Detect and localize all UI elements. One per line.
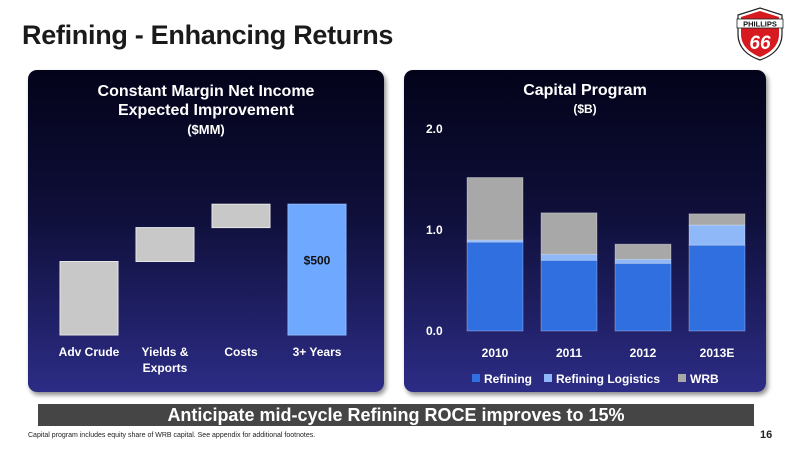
bar-refining-logistics-2013e	[688, 224, 746, 246]
bar-refining-2011	[540, 259, 598, 332]
bar-wrb-2010	[466, 177, 524, 241]
roce-banner: Anticipate mid-cycle Refining ROCE impro…	[38, 404, 754, 426]
category-label-2: 2012	[630, 346, 657, 360]
waterfall-category-label-2: Costs	[224, 345, 258, 359]
waterfall-bar-3	[287, 203, 347, 336]
bar-refining-2012	[614, 262, 672, 332]
capital-program-chart-title: Capital Program	[523, 82, 647, 99]
waterfall-bar-2	[211, 203, 271, 229]
bar-refining-logistics-2011	[540, 253, 598, 261]
waterfall-data-label: $500	[304, 253, 331, 267]
waterfall-bar-0	[59, 261, 119, 336]
logo-number-text: 66	[749, 33, 771, 54]
y-tick-label-2: 2.0	[426, 122, 443, 136]
category-label-1: 2011	[556, 346, 582, 360]
phillips-66-shield-logo: PHILLIPS 66	[736, 7, 784, 61]
bar-wrb-2011	[540, 212, 598, 255]
capital-program-stacked-chart: 0.0 1.0 2.0 2010 2011 2012 2013E Refining Refini…	[426, 122, 746, 386]
legend-swatch-2	[678, 374, 686, 382]
net-income-chart-unit: ($MM)	[187, 122, 225, 137]
net-income-chart-title: Constant Margin Net Income Expected Impr…	[97, 83, 315, 119]
waterfall-category-label-3: 3+ Years	[293, 345, 342, 359]
legend-label-1: Refining Logistics	[556, 372, 660, 386]
net-income-waterfall-chart: Adv Crude Yields & Exports Costs $500 3+ Year…	[59, 203, 347, 375]
legend-swatch-1	[544, 374, 552, 382]
bar-refining-2013e	[688, 244, 746, 332]
bar-wrb-2013e	[688, 213, 746, 226]
waterfall-bar-1	[135, 227, 195, 263]
capital-program-chart-panel: Capital Program ($B) 0.0 1.0 2.0 2010 2011 20…	[404, 70, 766, 392]
bar-refining-2010	[466, 241, 524, 332]
bar-wrb-2012	[614, 243, 672, 260]
footnote: Capital program includes equity share of…	[28, 432, 316, 439]
legend-swatch-0	[472, 374, 480, 382]
capital-program-chart-unit: ($B)	[573, 102, 597, 116]
net-income-chart-panel: Constant Margin Net Income Expected Impr…	[28, 70, 384, 392]
y-tick-label-0: 0.0	[426, 324, 443, 338]
logo-brand-text: PHILLIPS	[743, 20, 777, 29]
page-number: 16	[760, 429, 773, 441]
legend-label-2: WRB	[690, 372, 719, 386]
bar-refining-logistics-2012	[614, 258, 672, 264]
slide-title: Refining - Enhancing Returns	[22, 20, 394, 50]
category-label-0: 2010	[482, 346, 509, 360]
waterfall-category-label-1: Yields & Exports	[142, 345, 189, 375]
legend-label-0: Refining	[484, 372, 532, 386]
waterfall-category-label-0: Adv Crude	[59, 345, 120, 359]
y-tick-label-1: 1.0	[426, 223, 443, 237]
category-label-3: 2013E	[700, 346, 735, 360]
